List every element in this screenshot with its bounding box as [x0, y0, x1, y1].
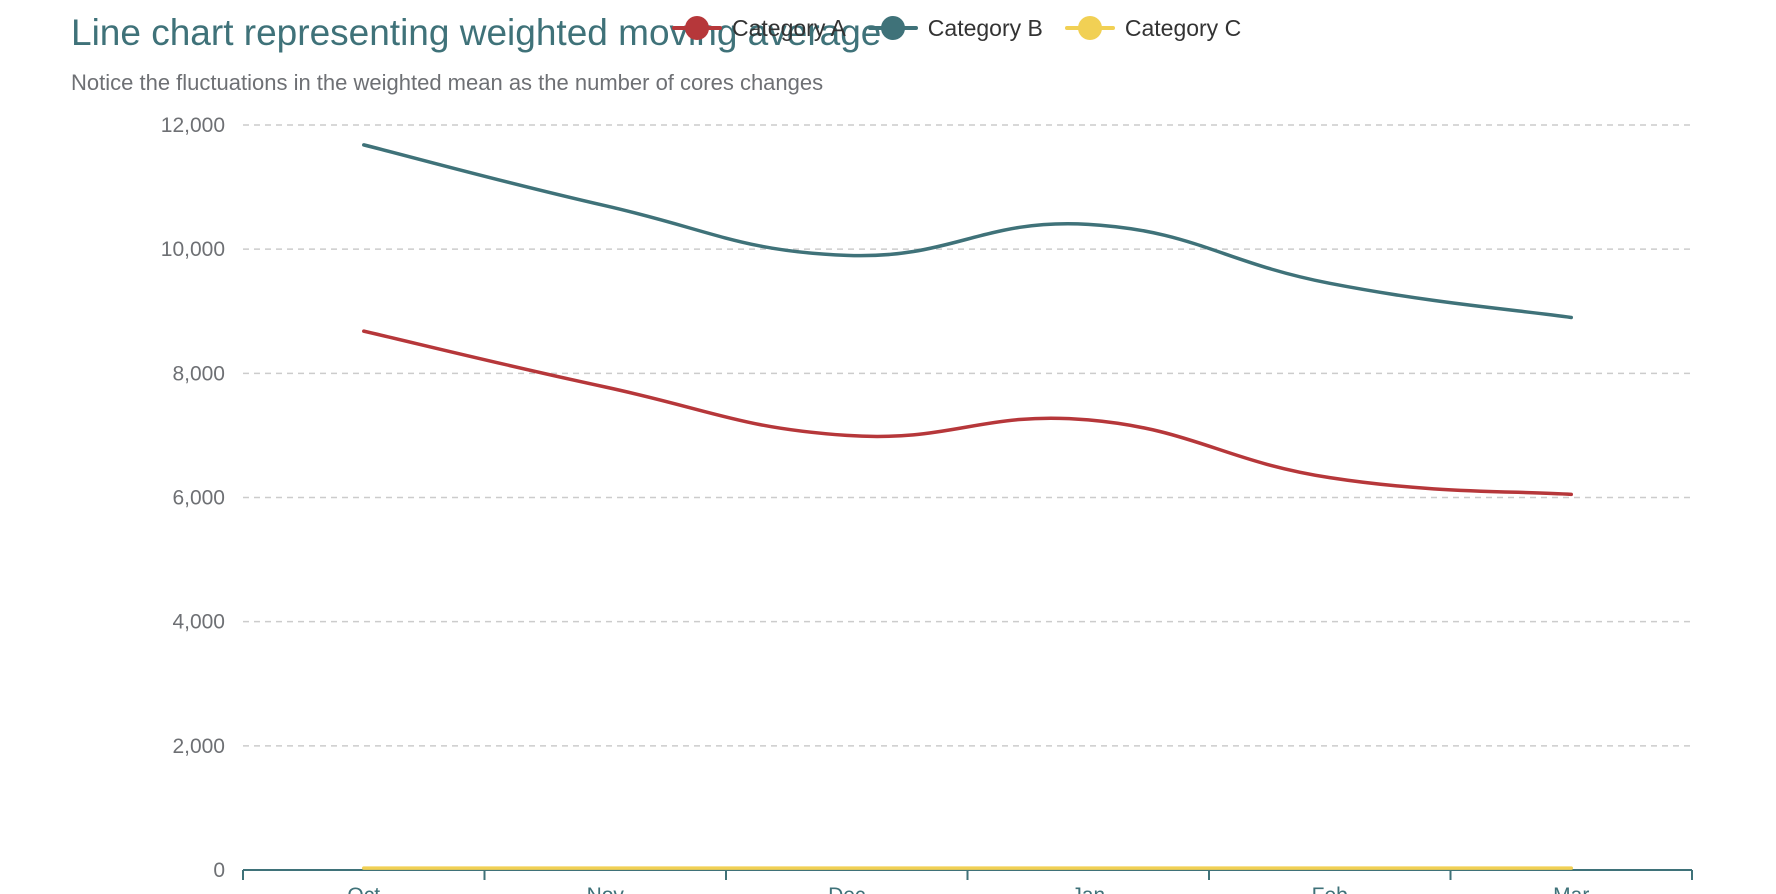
legend-label: Category B — [927, 14, 1043, 41]
series-line-category-a — [362, 329, 1573, 497]
y-tick-label: 8,000 — [172, 362, 225, 385]
legend-item-category-c[interactable]: Category C — [1064, 14, 1242, 42]
x-tick-label: Dec — [828, 884, 865, 894]
y-tick-label: 10,000 — [161, 238, 225, 261]
x-tick-label: Oct — [347, 884, 380, 894]
x-tick-label: Jan — [1071, 884, 1105, 894]
legend-swatch-icon — [672, 14, 722, 42]
y-tick-label: 2,000 — [172, 735, 225, 758]
chart-subtitle: Notice the fluctuations in the weighted … — [71, 70, 824, 95]
legend-item-category-b[interactable]: Category B — [867, 14, 1043, 42]
legend-swatch-icon — [1064, 14, 1115, 42]
legend-dot-icon — [880, 16, 905, 40]
x-tick-label: Mar — [1553, 884, 1589, 894]
y-tick-label: 4,000 — [172, 611, 225, 634]
legend-dot-icon — [1077, 16, 1102, 40]
grid-layer — [243, 124, 1692, 747]
y-tick-label: 12,000 — [161, 114, 225, 137]
chart-title: Line chart representing weighted moving … — [71, 12, 882, 53]
legend-item-category-a[interactable]: Category A — [672, 14, 846, 42]
legend-swatch-icon — [867, 14, 918, 42]
legend-dot-icon — [685, 16, 709, 40]
legend-label: Category A — [732, 14, 846, 41]
y-tick-label: 6,000 — [172, 487, 225, 510]
y-tick-label: 0 — [213, 859, 225, 882]
chart-legend: Category A Category B Category C — [672, 13, 1263, 43]
x-tick-label: Feb — [1312, 884, 1348, 894]
series-line-category-b — [362, 143, 1573, 320]
legend-label: Category C — [1124, 14, 1242, 41]
tick-labels: 0 2,000 4,000 6,000 8,000 10,000 12,000 Oct Nov D… — [161, 114, 1590, 894]
series-layer — [362, 143, 1573, 870]
x-axis — [242, 869, 1693, 880]
x-tick-label: Nov — [587, 884, 625, 894]
